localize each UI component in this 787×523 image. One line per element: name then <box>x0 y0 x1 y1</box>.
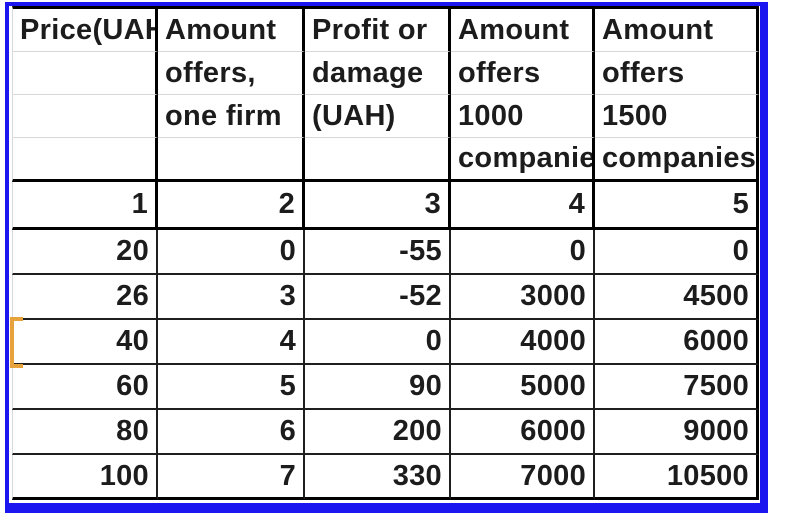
spreadsheet-region: Price(UAH Amount Profit or Amount Amount… <box>9 6 760 503</box>
header-cell[interactable]: damage <box>305 52 451 95</box>
supply-table: Price(UAH Amount Profit or Amount Amount… <box>12 6 760 500</box>
header-cell[interactable] <box>12 95 158 138</box>
column-index-cell[interactable]: 5 <box>595 182 759 230</box>
column-index-cell[interactable]: 4 <box>451 182 595 230</box>
data-cell[interactable]: 4500 <box>595 275 759 320</box>
data-cell[interactable]: 6000 <box>595 320 759 365</box>
active-cell-selection-edge <box>10 317 23 368</box>
header-cell[interactable] <box>158 138 305 182</box>
data-cell[interactable]: 60 <box>12 365 158 410</box>
data-cell[interactable]: 0 <box>305 320 451 365</box>
header-cell[interactable]: 1000 <box>451 95 595 138</box>
header-cell[interactable] <box>12 138 158 182</box>
header-cell[interactable]: 1500 <box>595 95 759 138</box>
header-cell[interactable]: offers <box>595 52 759 95</box>
data-cell[interactable]: 200 <box>305 410 451 455</box>
data-cell[interactable]: 0 <box>451 230 595 275</box>
data-cell[interactable]: 5000 <box>451 365 595 410</box>
header-cell-amount-1500[interactable]: Amount <box>595 6 759 52</box>
data-cell[interactable]: 330 <box>305 455 451 500</box>
header-cell[interactable]: companies <box>595 138 759 182</box>
data-cell[interactable]: 40 <box>12 320 158 365</box>
data-cell[interactable]: 7500 <box>595 365 759 410</box>
data-cell[interactable]: 0 <box>595 230 759 275</box>
header-cell-profit-damage[interactable]: Profit or <box>305 6 451 52</box>
data-cell[interactable]: 10500 <box>595 455 759 500</box>
screenshot-blue-frame: Price(UAH Amount Profit or Amount Amount… <box>5 2 768 513</box>
data-cell[interactable]: 26 <box>12 275 158 320</box>
data-cell[interactable]: 6 <box>158 410 305 455</box>
header-cell[interactable]: one firm <box>158 95 305 138</box>
header-cell-price[interactable]: Price(UAH <box>12 6 158 52</box>
column-index-cell[interactable]: 3 <box>305 182 451 230</box>
header-cell[interactable]: offers, <box>158 52 305 95</box>
data-cell[interactable]: 4000 <box>451 320 595 365</box>
header-cell[interactable] <box>12 52 158 95</box>
data-cell[interactable]: 6000 <box>451 410 595 455</box>
column-index-cell[interactable]: 2 <box>158 182 305 230</box>
data-cell[interactable]: 80 <box>12 410 158 455</box>
data-cell[interactable]: 100 <box>12 455 158 500</box>
data-cell[interactable]: 3000 <box>451 275 595 320</box>
data-cell[interactable]: 9000 <box>595 410 759 455</box>
data-cell[interactable]: 0 <box>158 230 305 275</box>
header-cell-amount-1000[interactable]: Amount <box>451 6 595 52</box>
data-cell[interactable]: 20 <box>12 230 158 275</box>
data-cell[interactable]: 7000 <box>451 455 595 500</box>
header-cell[interactable]: companie <box>451 138 595 182</box>
header-cell[interactable] <box>305 138 451 182</box>
data-cell[interactable]: 90 <box>305 365 451 410</box>
header-cell[interactable]: offers <box>451 52 595 95</box>
data-cell[interactable]: 3 <box>158 275 305 320</box>
header-cell-amount-one-firm[interactable]: Amount <box>158 6 305 52</box>
data-cell[interactable]: -55 <box>305 230 451 275</box>
data-cell[interactable]: 4 <box>158 320 305 365</box>
data-cell[interactable]: 5 <box>158 365 305 410</box>
column-index-cell[interactable]: 1 <box>12 182 158 230</box>
header-cell[interactable]: (UAH) <box>305 95 451 138</box>
data-cell[interactable]: 7 <box>158 455 305 500</box>
data-cell[interactable]: -52 <box>305 275 451 320</box>
